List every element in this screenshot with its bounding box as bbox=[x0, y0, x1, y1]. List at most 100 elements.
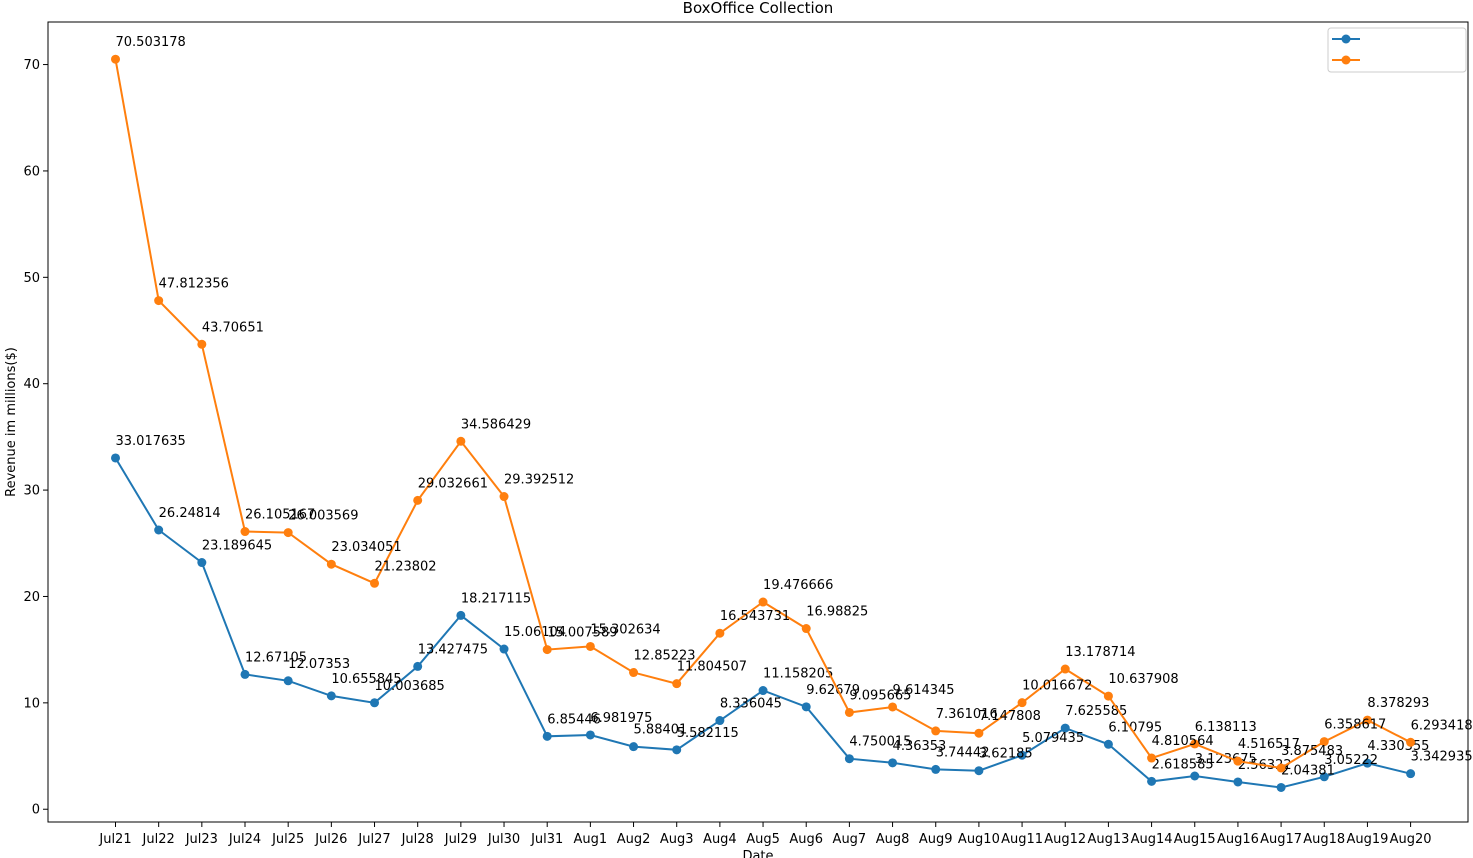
x-tick-label: Aug1 bbox=[574, 832, 608, 847]
x-tick-label: Aug5 bbox=[746, 832, 780, 847]
data-point bbox=[888, 758, 898, 768]
x-axis: Jul21 Jul22 Jul23 Jul24 Jul25 Jul26 Jul27 Jul28… bbox=[98, 822, 1432, 847]
data-label: 4.750015 bbox=[849, 735, 911, 750]
data-label: 6.981975 bbox=[590, 711, 652, 726]
data-point bbox=[974, 728, 984, 738]
data-point bbox=[240, 669, 250, 679]
data-point bbox=[758, 597, 768, 607]
data-point bbox=[715, 716, 725, 726]
data-label: 3.875483 bbox=[1281, 744, 1343, 759]
x-tick-label: Jul21 bbox=[98, 832, 131, 847]
x-tick-label: Aug8 bbox=[876, 832, 910, 847]
data-point bbox=[1103, 691, 1113, 701]
x-tick-label: Jul25 bbox=[271, 832, 304, 847]
x-tick-label: Aug12 bbox=[1044, 832, 1086, 847]
x-tick-label: Jul30 bbox=[487, 832, 520, 847]
legend-marker bbox=[1341, 55, 1351, 65]
data-point bbox=[844, 754, 854, 764]
data-point bbox=[1190, 739, 1200, 749]
data-label: 23.189645 bbox=[202, 539, 272, 554]
data-label: 29.392512 bbox=[504, 473, 574, 488]
data-point bbox=[672, 679, 682, 689]
data-point bbox=[888, 702, 898, 712]
data-label: 6.293418 bbox=[1411, 718, 1473, 733]
legend-box bbox=[1327, 27, 1467, 73]
data-point bbox=[585, 730, 595, 740]
data-point bbox=[629, 742, 639, 752]
plot-border bbox=[47, 21, 1469, 823]
data-point bbox=[1406, 769, 1416, 779]
data-point bbox=[111, 453, 120, 463]
x-tick-label: Jul31 bbox=[530, 832, 563, 847]
x-tick-label: Aug20 bbox=[1390, 832, 1432, 847]
x-tick-label: Jul23 bbox=[185, 832, 218, 847]
data-label: 5.079435 bbox=[1022, 731, 1084, 746]
data-point bbox=[326, 691, 336, 701]
data-point bbox=[1147, 776, 1157, 786]
plot-frame bbox=[47, 21, 1469, 823]
data-label: 4.810564 bbox=[1152, 734, 1214, 749]
data-label: 6.138113 bbox=[1195, 720, 1257, 735]
x-tick-label: Aug17 bbox=[1260, 832, 1302, 847]
data-label: 2.04381 bbox=[1281, 763, 1335, 778]
data-point bbox=[672, 745, 682, 755]
data-point bbox=[931, 726, 941, 736]
data-label: 7.147808 bbox=[979, 709, 1041, 724]
data-label: 26.24814 bbox=[159, 506, 221, 521]
data-point bbox=[283, 528, 293, 538]
data-label: 16.543731 bbox=[720, 609, 790, 624]
data-label: 47.812356 bbox=[159, 277, 229, 292]
x-tick-label: Aug2 bbox=[617, 832, 651, 847]
data-point bbox=[456, 610, 466, 620]
data-label: 26.105167 bbox=[245, 508, 315, 523]
x-tick-label: Aug4 bbox=[703, 832, 737, 847]
data-point bbox=[413, 495, 423, 505]
data-label: 70.503178 bbox=[116, 35, 186, 50]
data-point bbox=[1362, 715, 1372, 725]
data-label: 12.07353 bbox=[288, 657, 350, 672]
x-tick-label: Aug3 bbox=[660, 832, 694, 847]
data-point bbox=[1147, 753, 1157, 763]
data-label: 16.98825 bbox=[806, 605, 868, 620]
data-label: 5.582115 bbox=[677, 726, 739, 741]
y-axis-title: Revenue im millions($) bbox=[4, 347, 19, 497]
legend bbox=[1327, 27, 1467, 73]
x-tick-label: Aug9 bbox=[919, 832, 953, 847]
data-label: 5.88401 bbox=[634, 723, 688, 738]
data-label: 3.342935 bbox=[1411, 750, 1473, 765]
data-point bbox=[154, 296, 164, 306]
y-tick-label: 50 bbox=[23, 271, 40, 286]
x-tick-label: Aug10 bbox=[958, 832, 1000, 847]
data-point bbox=[1190, 771, 1200, 781]
data-label: 23.034051 bbox=[331, 540, 401, 555]
data-label: 7.625585 bbox=[1065, 704, 1127, 719]
y-tick-label: 40 bbox=[23, 377, 40, 392]
data-point bbox=[1362, 758, 1372, 768]
data-label: 3.62185 bbox=[979, 747, 1033, 762]
data-label: 10.637908 bbox=[1108, 672, 1178, 687]
data-label: 15.06104 bbox=[504, 625, 566, 640]
data-point bbox=[1017, 750, 1027, 760]
data-point bbox=[844, 707, 854, 717]
y-tick-label: 60 bbox=[23, 164, 40, 179]
data-label: 12.67105 bbox=[245, 650, 307, 665]
data-point bbox=[1276, 782, 1286, 792]
data-point bbox=[1276, 763, 1286, 773]
legend-marker bbox=[1341, 34, 1351, 44]
data-label: 10.655845 bbox=[331, 672, 401, 687]
data-label: 6.85446 bbox=[547, 712, 601, 727]
data-label: 12.85223 bbox=[634, 649, 696, 664]
data-label: 8.378293 bbox=[1367, 696, 1429, 711]
data-label: 9.095665 bbox=[849, 688, 911, 703]
x-tick-label: Aug15 bbox=[1174, 832, 1216, 847]
x-axis-title: Date bbox=[742, 849, 773, 858]
chart-title: BoxOffice Collection bbox=[683, 0, 834, 17]
x-tick-label: Aug19 bbox=[1346, 832, 1388, 847]
x-tick-label: Jul26 bbox=[314, 832, 347, 847]
data-label: 8.336045 bbox=[720, 697, 782, 712]
data-point bbox=[542, 645, 552, 655]
data-point bbox=[758, 686, 768, 696]
y-tick-label: 30 bbox=[23, 484, 40, 499]
x-tick-label: Jul28 bbox=[401, 832, 434, 847]
